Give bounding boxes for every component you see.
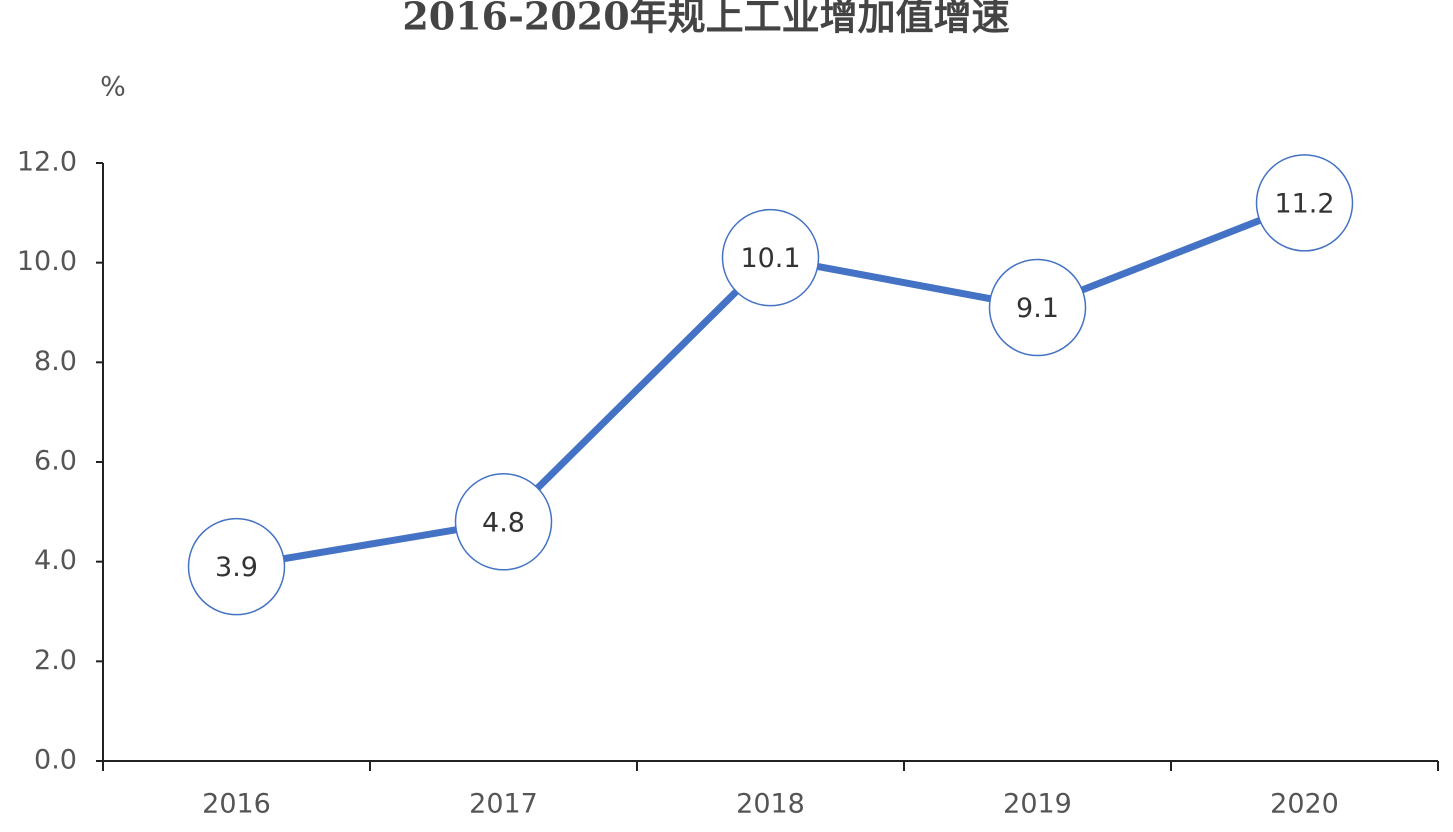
x-tick-label: 2017: [469, 789, 538, 820]
x-tick-label: 2020: [1270, 789, 1339, 820]
value-label: 4.8: [482, 507, 525, 538]
y-tick-label: 10.0: [17, 246, 77, 277]
marker: [988, 258, 1087, 357]
marker: [721, 208, 820, 307]
x-tick-label: 2019: [1003, 789, 1072, 820]
y-tick-label: 0.0: [34, 745, 77, 776]
marker: [454, 473, 553, 571]
y-tick-label: 4.0: [34, 545, 77, 576]
y-axis-label: %: [100, 72, 126, 103]
x-tick-label: 2018: [736, 789, 805, 820]
x-tick-label: 2016: [202, 789, 271, 820]
y-tick-label: 12.0: [17, 147, 77, 178]
value-label: 9.1: [1016, 293, 1059, 324]
y-tick-label: 2.0: [34, 645, 77, 676]
value-label: 10.1: [740, 243, 800, 274]
y-tick-label: 8.0: [34, 346, 77, 377]
y-tick-label: 6.0: [34, 446, 77, 477]
value-label: 11.2: [1274, 188, 1334, 219]
marker: [1255, 154, 1354, 252]
marker: [187, 517, 286, 616]
value-label: 3.9: [215, 552, 258, 583]
chart-title: 2016-2020年规上工业增加值增速: [402, 0, 1009, 39]
